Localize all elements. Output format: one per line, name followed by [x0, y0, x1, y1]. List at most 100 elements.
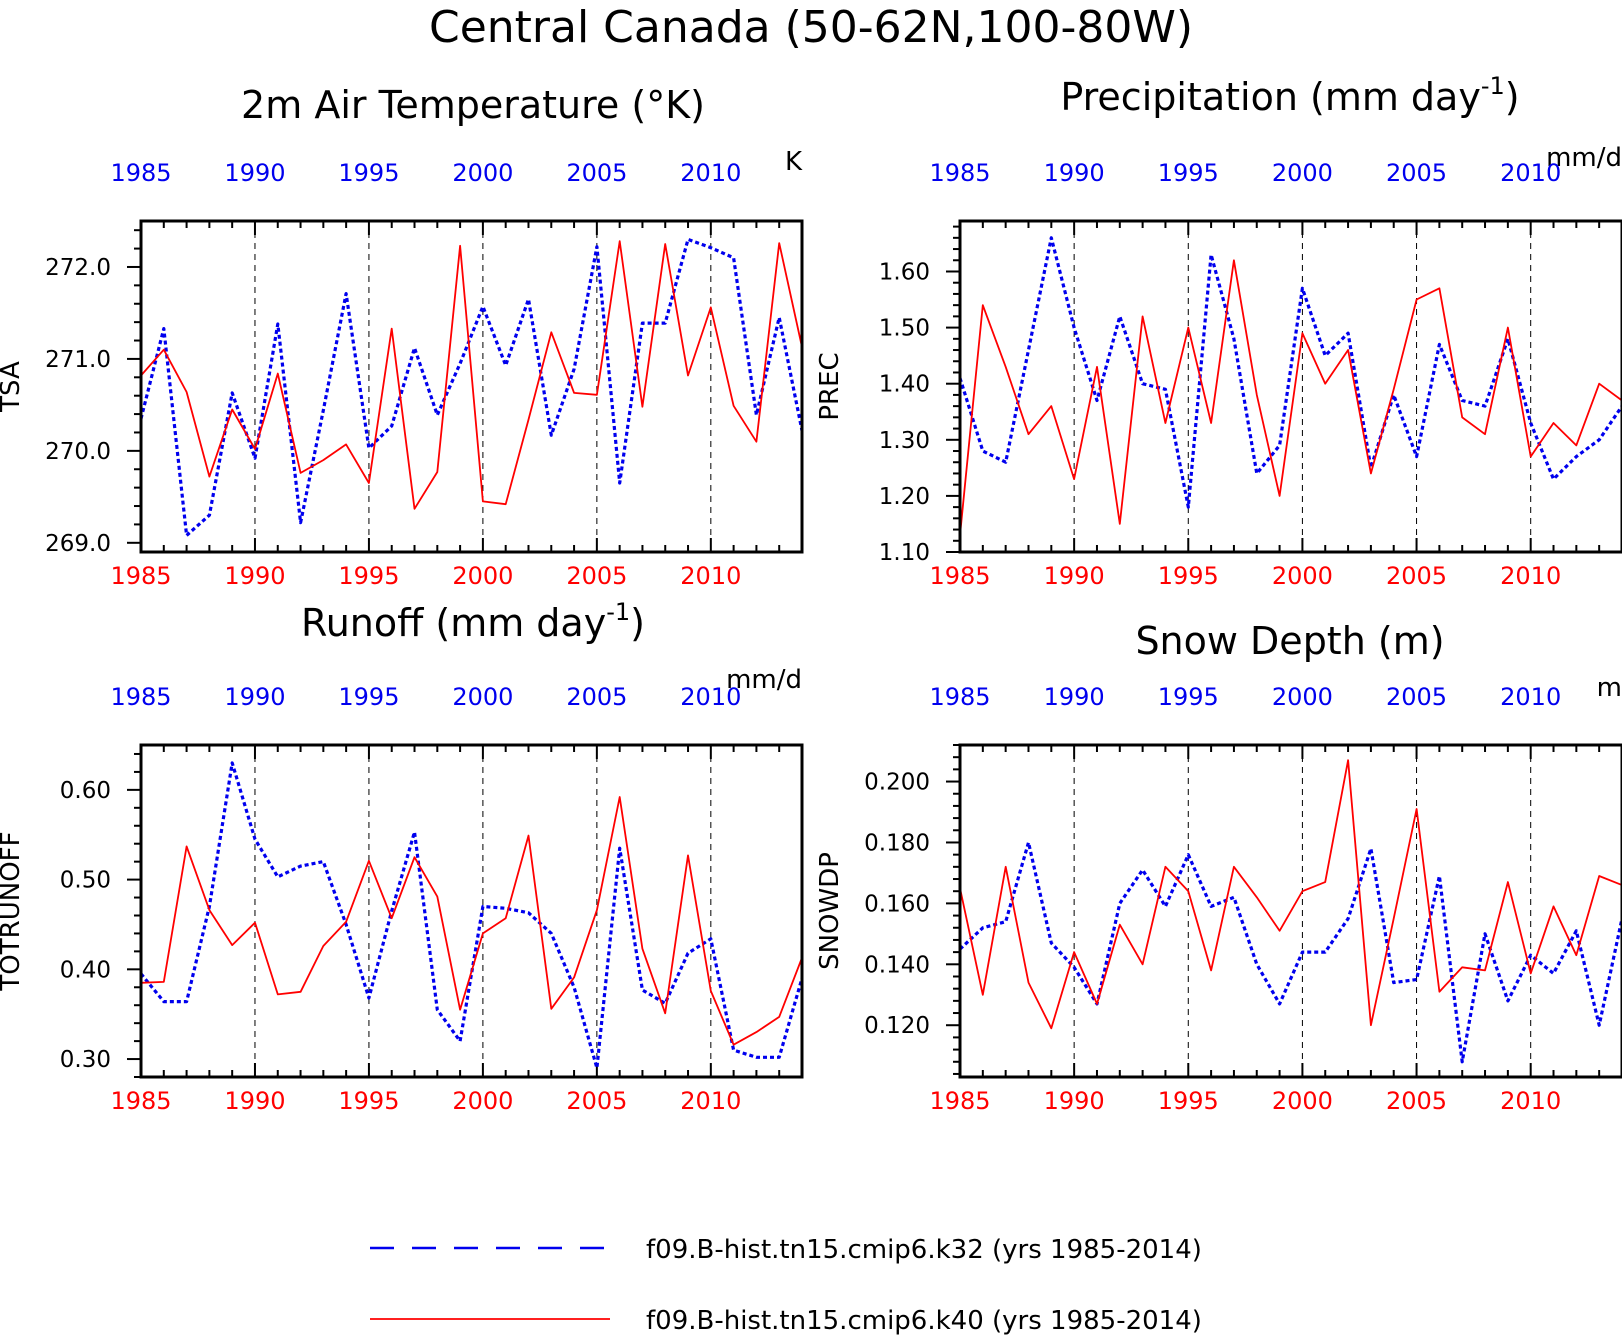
x-tick-label-top: 2000: [1272, 159, 1333, 187]
x-tick-label-bottom: 2000: [452, 562, 513, 590]
x-tick-label-bottom: 2005: [566, 1087, 627, 1115]
x-tick-label-top: 1990: [1044, 683, 1105, 711]
x-tick-label-bottom: 1985: [110, 562, 171, 590]
x-tick-label-top: 2010: [1500, 683, 1561, 711]
x-tick-label-bottom: 1990: [224, 562, 285, 590]
x-tick-label-top: 1990: [224, 159, 285, 187]
y-tick-label: 1.60: [879, 259, 930, 285]
y-axis-label: TSA: [0, 361, 26, 413]
x-tick-label-bottom: 2000: [452, 1087, 513, 1115]
x-tick-label-bottom: 2010: [680, 1087, 741, 1115]
y-tick-label: 0.30: [60, 1047, 111, 1073]
series-line-k32: [141, 237, 802, 538]
x-tick-label-top: 2005: [566, 683, 627, 711]
x-tick-label-top: 1985: [929, 683, 990, 711]
x-tick-label-bottom: 1995: [338, 1087, 399, 1115]
panel-title-text: 2m Air Temperature (°K): [241, 83, 705, 127]
x-tick-label-top: 1985: [929, 159, 990, 187]
panel-title-end: ): [630, 601, 645, 645]
units-label: mm/d: [1546, 143, 1622, 173]
y-tick-label: 272.0: [45, 255, 111, 281]
panel-title-text: Runoff (mm day: [301, 601, 606, 645]
series-line-k40: [960, 259, 1622, 536]
x-tick-label-top: 2010: [1500, 159, 1561, 187]
x-tick-label-bottom: 1985: [929, 1087, 990, 1115]
y-tick-label: 0.160: [864, 891, 930, 917]
panel-title: Precipitation (mm day-1): [1060, 72, 1519, 119]
x-tick-label-top: 2010: [680, 159, 741, 187]
legend: f09.B-hist.tn15.cmip6.k32 (yrs 1985-2014…: [370, 1235, 1202, 1336]
x-tick-label-top: 1995: [338, 159, 399, 187]
panel-title-text: Precipitation (mm day: [1060, 75, 1480, 119]
series-line-k40: [141, 796, 802, 1046]
legend-label-k32: f09.B-hist.tn15.cmip6.k32 (yrs 1985-2014…: [646, 1235, 1202, 1265]
x-tick-label-bottom: 2000: [1272, 562, 1333, 590]
x-tick-label-top: 1990: [1044, 159, 1105, 187]
y-tick-label: 1.40: [879, 372, 930, 398]
y-tick-label: 0.120: [864, 1013, 930, 1039]
y-tick-label: 0.180: [864, 830, 930, 856]
y-tick-label: 0.200: [864, 770, 930, 796]
x-tick-label-bottom: 1990: [224, 1087, 285, 1115]
plot-frame: [958, 219, 1622, 554]
panel-title-superscript: -1: [606, 598, 630, 626]
y-tick-label: 269.0: [45, 531, 111, 557]
plot-frame: [139, 219, 804, 554]
x-tick-label-top: 2005: [1386, 683, 1447, 711]
y-axis-label: PREC: [815, 352, 845, 420]
legend-label-k40: f09.B-hist.tn15.cmip6.k40 (yrs 1985-2014…: [646, 1306, 1202, 1336]
x-tick-label-bottom: 2000: [1272, 1087, 1333, 1115]
units-label: K: [785, 147, 803, 177]
x-tick-label-top: 2000: [452, 683, 513, 711]
panel-title: Snow Depth (m): [1135, 619, 1444, 663]
y-tick-label: 0.60: [60, 778, 111, 804]
x-tick-label-bottom: 2010: [1500, 562, 1561, 590]
y-tick-label: 1.50: [879, 316, 930, 342]
x-tick-label-bottom: 2005: [1386, 562, 1447, 590]
series-line-k32: [960, 840, 1622, 1064]
y-tick-label: 0.140: [864, 952, 930, 978]
panel-title-superscript: -1: [1481, 72, 1505, 100]
plot-frame: [139, 743, 804, 1079]
units-label: m: [1597, 673, 1622, 703]
panel-title: Runoff (mm day-1): [301, 598, 645, 645]
x-tick-label-bottom: 1985: [110, 1087, 171, 1115]
x-tick-label-top: 2005: [566, 159, 627, 187]
y-axis-label: SNOWDP: [815, 852, 845, 970]
y-tick-label: 0.50: [60, 868, 111, 894]
x-tick-label-top: 1985: [110, 159, 171, 187]
panel-snow-depth: Snow Depth (m) m SNOWDP 1985 1985 1990 1990 199…: [815, 619, 1622, 1115]
x-tick-label-bottom: 1995: [1158, 562, 1219, 590]
y-tick-label: 1.10: [879, 540, 930, 566]
x-tick-label-bottom: 1990: [1044, 1087, 1105, 1115]
panel-title-end: ): [1505, 75, 1520, 119]
x-tick-label-bottom: 1995: [338, 562, 399, 590]
x-tick-label-bottom: 2005: [1386, 1087, 1447, 1115]
y-tick-label: 0.40: [60, 957, 111, 983]
y-axis-label: TOTRUNOFF: [0, 831, 26, 991]
x-tick-label-bottom: 1990: [1044, 562, 1105, 590]
series-line-k32: [960, 236, 1622, 509]
panel-title-text: Snow Depth (m): [1135, 619, 1444, 663]
x-tick-label-top: 1985: [110, 683, 171, 711]
panel-runoff: Runoff (mm day-1) mm/d TOTRUNOFF 1985 1985 19…: [0, 598, 804, 1115]
y-tick-label: 1.30: [879, 428, 930, 454]
x-tick-label-bottom: 2010: [1500, 1087, 1561, 1115]
x-tick-label-top: 2000: [1272, 683, 1333, 711]
y-tick-label: 270.0: [45, 439, 111, 465]
units-label: mm/d: [726, 665, 802, 695]
plot-frame: [958, 743, 1622, 1079]
x-tick-label-top: 2010: [680, 683, 741, 711]
y-tick-label: 1.20: [879, 484, 930, 510]
x-tick-label-top: 2005: [1386, 159, 1447, 187]
x-tick-label-top: 1995: [1158, 159, 1219, 187]
y-tick-label: 271.0: [45, 347, 111, 373]
figure-title: Central Canada (50-62N,100-80W): [429, 2, 1193, 53]
x-tick-label-bottom: 1995: [1158, 1087, 1219, 1115]
x-tick-label-bottom: 1985: [929, 562, 990, 590]
series-line-k40: [141, 240, 802, 510]
series-line-k40: [960, 759, 1622, 1030]
x-tick-label-top: 1995: [338, 683, 399, 711]
panel-temperature: 2m Air Temperature (°K) K TSA 1985 1985 1990 1…: [0, 83, 804, 590]
